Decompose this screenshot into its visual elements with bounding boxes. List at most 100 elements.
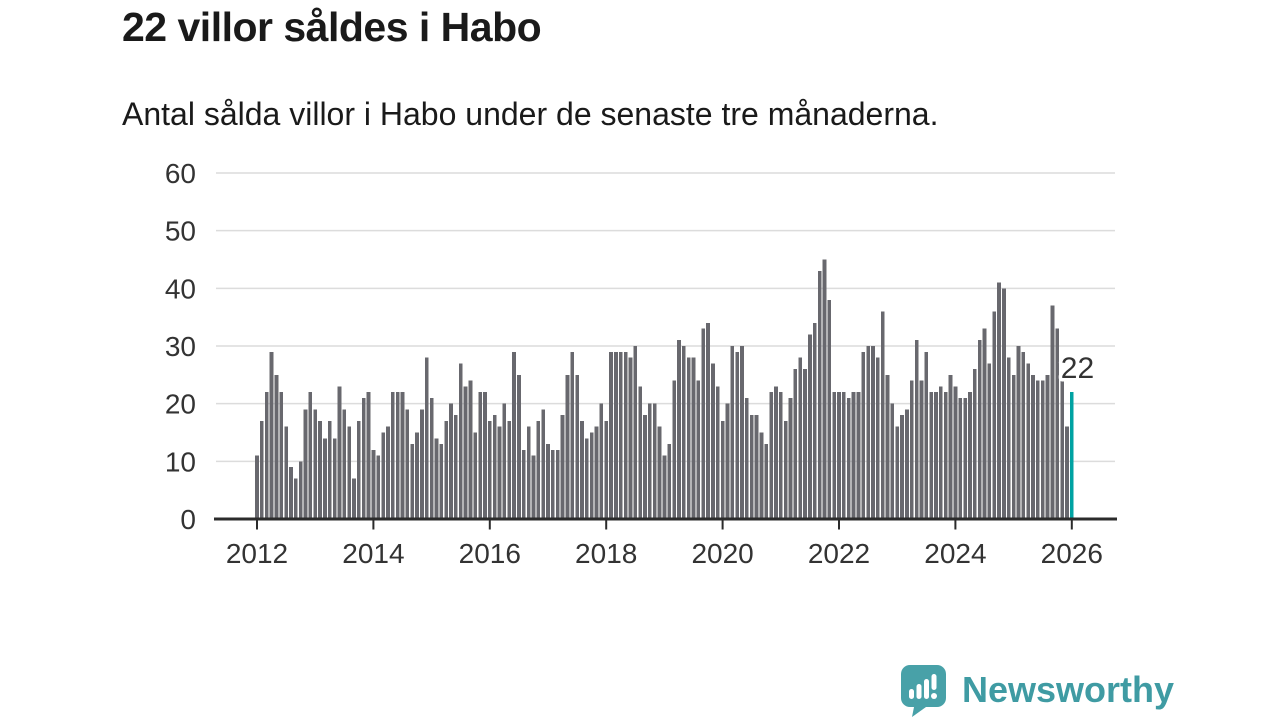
- bar: [371, 449, 376, 519]
- bar: [837, 392, 841, 519]
- bar: [1002, 288, 1006, 519]
- bar: [308, 392, 313, 519]
- bar: [420, 409, 424, 519]
- bar: [255, 455, 259, 519]
- bar: [866, 346, 870, 519]
- bar: [1060, 380, 1064, 519]
- bar: [323, 438, 327, 519]
- bar: [274, 374, 279, 519]
- bar: [337, 386, 342, 519]
- bar: [972, 369, 977, 519]
- bar: [778, 392, 783, 519]
- bar: [390, 392, 395, 519]
- bar: [968, 392, 972, 519]
- bar: [909, 380, 914, 519]
- bar: [861, 351, 866, 519]
- bar: [939, 386, 943, 519]
- bar: [541, 409, 545, 519]
- bar: [754, 415, 759, 519]
- bar: [1055, 328, 1060, 519]
- bar: [948, 374, 953, 519]
- bar: [924, 351, 929, 519]
- bar: [357, 420, 361, 519]
- bar: [614, 351, 618, 519]
- bar: [497, 426, 502, 519]
- bar: [1036, 380, 1040, 519]
- bar: [449, 403, 453, 519]
- bar: [1045, 374, 1050, 519]
- bar: [740, 346, 744, 519]
- bar: [536, 420, 541, 519]
- x-axis-tick-label: 2018: [575, 538, 637, 569]
- bar: [483, 392, 487, 519]
- bar: [1040, 380, 1045, 519]
- bar: [652, 403, 657, 519]
- bar: [580, 420, 584, 519]
- bar: [260, 420, 264, 519]
- bar: [618, 351, 623, 519]
- bar: [502, 403, 507, 519]
- bar: [963, 397, 967, 519]
- bar: [415, 432, 419, 519]
- bar: [871, 346, 875, 519]
- bar: [361, 397, 366, 519]
- bar: [725, 403, 730, 519]
- bar: [395, 392, 400, 519]
- speech-bubble-shape: [901, 665, 946, 717]
- bar: [424, 357, 429, 519]
- bar: [706, 322, 710, 519]
- logo-bar-3: [924, 679, 929, 699]
- bar: [900, 415, 904, 519]
- bar: [589, 432, 594, 519]
- bar: [788, 397, 793, 519]
- bar: [269, 351, 274, 519]
- bar: [929, 392, 933, 519]
- bar: [1006, 357, 1011, 519]
- y-axis-tick-label: 40: [165, 273, 196, 304]
- bar: [575, 374, 579, 519]
- bar: [347, 426, 351, 519]
- bar: [953, 386, 958, 519]
- bar: [992, 311, 997, 519]
- bar: [289, 467, 293, 519]
- bar: [609, 351, 613, 519]
- chart-subtitle: Antal sålda villor i Habo under de senas…: [122, 96, 939, 132]
- y-axis-tick-label: 20: [165, 389, 196, 420]
- bar: [405, 409, 410, 519]
- x-axis-tick-label: 2012: [226, 538, 288, 569]
- bar: [681, 346, 686, 519]
- bar: [822, 259, 827, 519]
- bar: [473, 432, 478, 519]
- bar: [977, 340, 982, 519]
- bar: [812, 322, 817, 519]
- logo-bar-2: [916, 684, 922, 699]
- bar: [521, 449, 526, 519]
- newsworthy-logo-text: Newsworthy: [962, 669, 1175, 710]
- bar: [410, 444, 415, 519]
- bar: [507, 420, 512, 519]
- bar: [958, 397, 963, 519]
- bar: [526, 426, 531, 519]
- bar-chart-speech-bubble-icon: [901, 665, 946, 717]
- x-axis-tick-label: 2026: [1041, 538, 1103, 569]
- bar: [842, 392, 846, 519]
- bar: [633, 346, 638, 519]
- bar-highlight: [1069, 392, 1074, 519]
- bar: [1021, 351, 1026, 519]
- bar: [774, 386, 778, 519]
- bar: [546, 444, 550, 519]
- bar: [895, 426, 900, 519]
- bar: [657, 426, 662, 519]
- bar: [376, 455, 381, 519]
- bar: [808, 334, 812, 519]
- bar: [832, 392, 836, 519]
- bar: [584, 438, 589, 519]
- bar: [982, 328, 987, 519]
- bar: [1016, 346, 1021, 519]
- bar: [454, 415, 458, 519]
- bar: [745, 397, 749, 519]
- bar: [914, 340, 919, 519]
- chart-title: 22 villor såldes i Habo: [122, 4, 542, 50]
- bar: [934, 392, 938, 519]
- bar: [1031, 374, 1035, 519]
